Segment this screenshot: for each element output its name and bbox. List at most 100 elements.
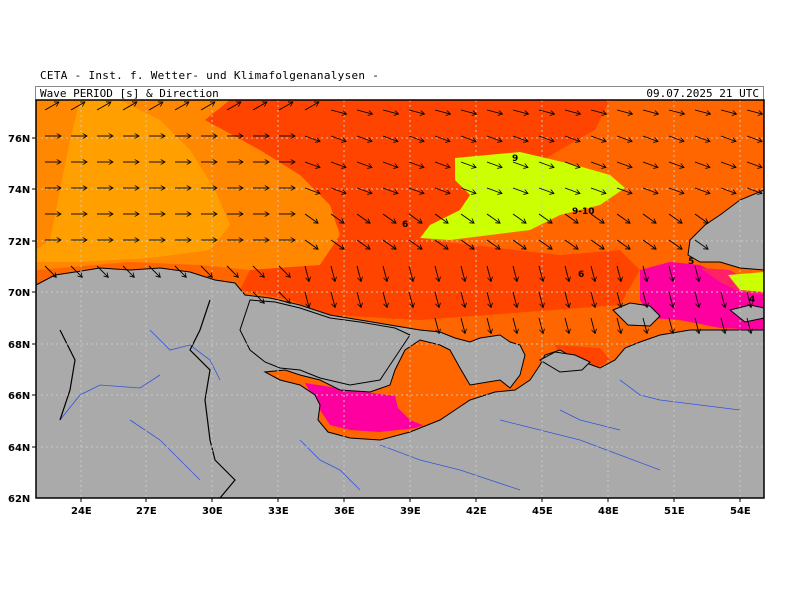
lat-label-68n: 68N xyxy=(8,340,30,351)
lon-label-33e: 33E xyxy=(268,506,289,517)
direction-arrow xyxy=(278,291,290,303)
direction-arrow xyxy=(590,265,595,282)
direction-arrow xyxy=(694,135,710,142)
direction-arrow xyxy=(434,265,439,282)
direction-arrow xyxy=(148,102,163,111)
direction-arrow xyxy=(356,213,370,223)
direction-arrow xyxy=(642,187,658,194)
direction-arrow xyxy=(330,161,346,168)
direction-arrow xyxy=(356,187,372,194)
direction-arrow xyxy=(460,213,474,223)
lon-label-24e: 24E xyxy=(71,506,92,517)
direction-arrow xyxy=(668,187,684,194)
direction-arrow xyxy=(590,135,606,142)
lat-label-70n: 70N xyxy=(8,288,30,299)
direction-arrow xyxy=(746,317,751,334)
graticule xyxy=(36,100,764,498)
contour-label-9-north: 9 xyxy=(512,154,518,164)
direction-arrow xyxy=(148,265,160,277)
direction-arrow xyxy=(512,317,517,334)
direction-arrow xyxy=(70,265,82,277)
direction-arrow xyxy=(590,213,604,223)
direction-arrow xyxy=(564,317,569,334)
lon-label-30e: 30E xyxy=(202,506,223,517)
direction-arrow xyxy=(304,102,319,111)
direction-arrow xyxy=(304,161,320,168)
kola-peninsula-land xyxy=(239,299,411,386)
source-header: CETA - Inst. f. Wetter- und Klimafolgena… xyxy=(40,69,380,82)
direction-arrow xyxy=(720,291,725,308)
direction-arrow xyxy=(512,239,526,249)
direction-arrow xyxy=(408,161,424,168)
tick-marks xyxy=(32,137,741,502)
direction-arrow xyxy=(382,135,398,142)
direction-arrow xyxy=(408,213,422,223)
direction-arrow xyxy=(304,265,309,282)
direction-arrow xyxy=(330,109,347,114)
direction-arrow xyxy=(304,135,320,142)
direction-arrow xyxy=(252,291,264,303)
direction-arrow xyxy=(616,109,633,114)
contour-label-4: 4 xyxy=(749,295,755,305)
direction-arrow xyxy=(720,109,737,114)
direction-arrow xyxy=(590,291,595,308)
direction-arrow xyxy=(512,161,528,168)
direction-arrow xyxy=(694,213,708,223)
direction-arrow xyxy=(538,109,555,114)
direction-arrow xyxy=(512,109,529,114)
direction-arrow xyxy=(434,187,450,194)
lon-label-42e: 42E xyxy=(466,506,487,517)
direction-arrow xyxy=(694,239,708,249)
direction-arrow xyxy=(44,102,59,111)
direction-arrow xyxy=(434,291,439,308)
direction-arrow xyxy=(382,213,396,223)
direction-arrow xyxy=(564,291,569,308)
borders xyxy=(59,299,236,498)
lat-label-72n: 72N xyxy=(8,237,30,248)
direction-arrow xyxy=(590,161,606,168)
direction-arrow xyxy=(382,265,387,282)
wave-direction-arrows xyxy=(44,102,763,334)
direction-arrow xyxy=(694,161,710,168)
lon-label-51e: 51E xyxy=(664,506,685,517)
map-body: 9 6 9-10 6 5 4 xyxy=(36,100,764,498)
direction-arrow xyxy=(590,109,607,114)
direction-arrow xyxy=(122,102,137,111)
direction-arrow xyxy=(356,291,361,308)
direction-arrow xyxy=(746,187,762,194)
direction-arrow xyxy=(642,317,647,334)
direction-arrow xyxy=(746,135,762,142)
direction-arrow xyxy=(356,109,373,114)
longitude-labels: 24E 27E 30E 33E 36E 39E 42E 45E 48E 51E … xyxy=(71,506,751,517)
direction-arrow xyxy=(434,161,450,168)
direction-arrow xyxy=(434,213,448,223)
direction-arrow xyxy=(174,102,189,111)
direction-arrow xyxy=(616,161,632,168)
direction-arrow xyxy=(330,239,344,249)
direction-arrow xyxy=(408,135,424,142)
lon-label-54e: 54E xyxy=(730,506,751,517)
direction-arrow xyxy=(720,187,736,194)
direction-arrow xyxy=(642,135,658,142)
direction-arrow xyxy=(356,239,370,249)
direction-arrow xyxy=(330,187,346,194)
direction-arrow xyxy=(512,291,517,308)
direction-arrow xyxy=(512,187,528,194)
direction-arrow xyxy=(304,239,318,249)
rivers xyxy=(59,329,741,491)
direction-arrow xyxy=(382,161,398,168)
direction-arrow xyxy=(694,317,699,334)
direction-arrow xyxy=(486,161,502,168)
direction-arrow xyxy=(70,102,85,111)
direction-arrow xyxy=(694,187,710,194)
direction-arrow xyxy=(44,265,56,277)
contour-label-6-west: 6 xyxy=(402,220,408,230)
direction-arrow xyxy=(616,213,630,223)
direction-arrow xyxy=(668,213,682,223)
direction-arrow xyxy=(538,135,554,142)
direction-arrow xyxy=(460,135,476,142)
contour-label-6-east: 6 xyxy=(578,270,584,280)
direction-arrow xyxy=(616,291,621,308)
direction-arrow xyxy=(746,109,763,114)
direction-arrow xyxy=(668,265,673,282)
